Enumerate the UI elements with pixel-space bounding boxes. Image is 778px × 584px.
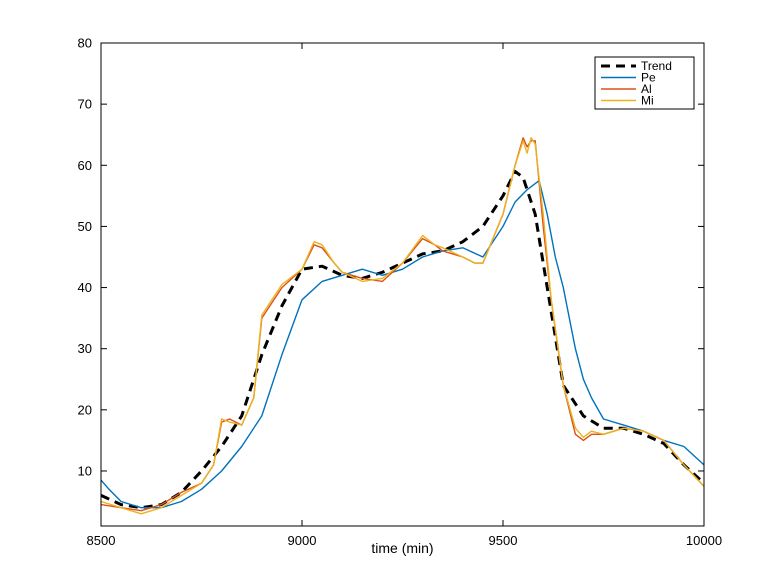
y-tick-label: 60 [78, 158, 92, 173]
legend-label-trend: Trend [641, 59, 672, 73]
series-layer [100, 137, 706, 515]
ticks-layer: 8500 9000 9500 10000 10 20 30 40 50 60 70 80 [78, 36, 723, 549]
legend-label-pe: Pe [641, 71, 656, 85]
x-tick-label: 10000 [686, 533, 722, 548]
series-line-trend [100, 169, 706, 510]
series-line-mi [100, 137, 705, 515]
y-tick-label: 20 [78, 402, 92, 417]
legend-label-al: Al [641, 82, 652, 96]
y-tick-label: 10 [78, 463, 92, 478]
x-tick-label: 9500 [489, 533, 518, 548]
y-tick-label: 40 [78, 280, 92, 295]
y-tick-label: 30 [78, 341, 92, 356]
legend-label-mi: Mi [641, 94, 654, 108]
y-tick-label: 70 [78, 97, 92, 112]
plot-frame [100, 42, 705, 527]
y-tick-label: 50 [78, 219, 92, 234]
x-tick-label: 8500 [87, 533, 116, 548]
y-tick-label: 80 [78, 36, 92, 51]
x-axis-label: time (min) [371, 540, 433, 556]
x-tick-label: 9000 [288, 533, 317, 548]
